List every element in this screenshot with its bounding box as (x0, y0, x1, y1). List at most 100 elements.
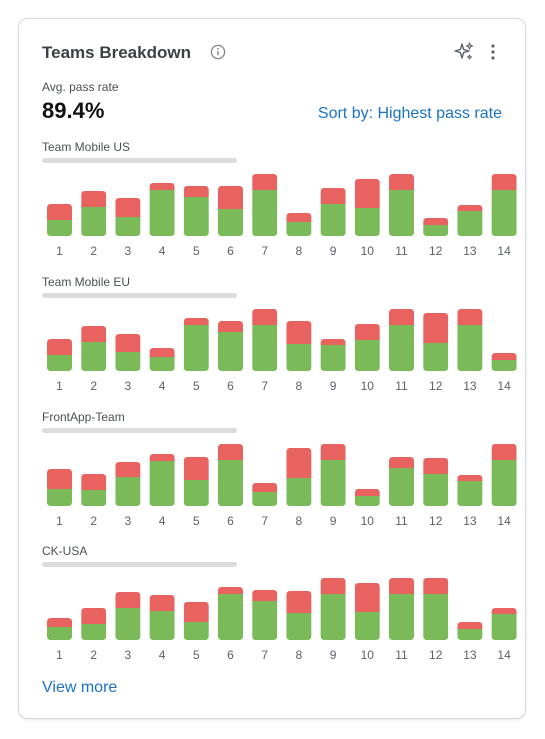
bar-fail-segment (389, 578, 414, 594)
bar-pass-segment (491, 360, 517, 371)
bar-1[interactable] (47, 204, 72, 236)
team-label: CK-USA (42, 544, 88, 558)
x-tick-label: 3 (125, 379, 132, 393)
bar-pass-segment (320, 594, 346, 640)
bar-13[interactable] (457, 309, 483, 371)
x-tick-label: 7 (261, 648, 268, 662)
bar-pass-segment (252, 492, 278, 506)
bar-pass-segment (389, 594, 414, 640)
bar-10[interactable] (354, 583, 380, 640)
info-icon[interactable] (210, 44, 226, 60)
bar-fail-segment (354, 583, 380, 612)
bar-pass-segment (320, 460, 346, 506)
team-chart-frontapp: 1 2 3 4 5 6 7 8 9 10 11 12 13 14 (47, 444, 517, 528)
bar-4[interactable] (149, 454, 175, 506)
x-tick-label: 8 (296, 514, 303, 528)
bar-10[interactable] (354, 324, 380, 371)
sparkle-icon[interactable] (453, 41, 475, 63)
bar-8[interactable] (286, 321, 312, 371)
bar-fail-segment (81, 191, 107, 207)
sort-by-link[interactable]: Sort by: Highest pass rate (317, 105, 502, 122)
bar-fail-segment (286, 448, 312, 478)
bar-14[interactable] (491, 444, 517, 506)
bar-13[interactable] (457, 622, 483, 640)
bar-fail-segment (149, 595, 175, 611)
x-tick-label: 1 (56, 514, 63, 528)
bar-2[interactable] (81, 191, 107, 236)
bar-14[interactable] (491, 174, 517, 236)
team-progress-track (42, 293, 237, 298)
bar-8[interactable] (286, 591, 312, 640)
bar-11[interactable] (389, 578, 414, 640)
bar-9[interactable] (320, 444, 346, 506)
bar-4[interactable] (149, 348, 175, 371)
kebab-menu-icon[interactable] (489, 43, 497, 61)
bar-6[interactable] (218, 444, 243, 506)
bar-3[interactable] (115, 592, 141, 640)
bar-pass-segment (218, 460, 243, 506)
bar-12[interactable] (423, 578, 449, 640)
bar-pass-segment (423, 225, 449, 236)
bar-11[interactable] (389, 309, 414, 371)
bar-12[interactable] (423, 218, 449, 236)
x-tick-label: 1 (56, 648, 63, 662)
bar-pass-segment (457, 211, 483, 236)
bar-fail-segment (286, 213, 312, 222)
bar-10[interactable] (354, 179, 380, 236)
bar-14[interactable] (491, 608, 517, 640)
bar-1[interactable] (47, 618, 72, 640)
bar-7[interactable] (252, 483, 278, 506)
bar-2[interactable] (81, 608, 107, 640)
bar-7[interactable] (252, 174, 278, 236)
bar-12[interactable] (423, 313, 449, 371)
bar-6[interactable] (218, 321, 243, 371)
x-tick-label: 14 (497, 648, 511, 662)
bar-11[interactable] (389, 457, 414, 506)
bar-4[interactable] (149, 183, 175, 236)
bar-fail-segment (491, 353, 517, 360)
bar-5[interactable] (183, 602, 209, 640)
x-tick-label: 1 (56, 379, 63, 393)
bar-2[interactable] (81, 326, 107, 371)
bar-pass-segment (423, 474, 449, 506)
bar-13[interactable] (457, 475, 483, 506)
bar-11[interactable] (389, 174, 414, 236)
x-tick-label: 8 (296, 648, 303, 662)
bar-9[interactable] (320, 578, 346, 640)
bar-pass-segment (354, 612, 380, 640)
x-tick-label: 2 (90, 379, 97, 393)
bar-4[interactable] (149, 595, 175, 640)
bar-7[interactable] (252, 590, 278, 640)
bar-5[interactable] (183, 457, 209, 506)
bar-5[interactable] (183, 186, 209, 236)
bar-9[interactable] (320, 339, 346, 371)
bar-1[interactable] (47, 339, 72, 371)
bar-fail-segment (491, 444, 517, 460)
bar-8[interactable] (286, 213, 312, 236)
bar-3[interactable] (115, 462, 141, 506)
x-tick-label: 4 (159, 379, 166, 393)
bar-1[interactable] (47, 469, 72, 506)
bar-7[interactable] (252, 309, 278, 371)
bar-10[interactable] (354, 489, 380, 506)
bar-12[interactable] (423, 458, 449, 506)
bar-fail-segment (457, 309, 483, 325)
x-tick-label: 3 (125, 244, 132, 258)
bar-8[interactable] (286, 448, 312, 506)
x-tick-label: 3 (125, 514, 132, 528)
bar-6[interactable] (218, 186, 243, 236)
bar-9[interactable] (320, 188, 346, 236)
bar-13[interactable] (457, 205, 483, 236)
bar-5[interactable] (183, 318, 209, 371)
bar-6[interactable] (218, 587, 243, 640)
bar-3[interactable] (115, 334, 141, 371)
team-label: FrontApp-Team (42, 410, 125, 424)
bar-3[interactable] (115, 198, 141, 236)
bar-14[interactable] (491, 353, 517, 371)
bar-pass-segment (183, 622, 209, 640)
x-tick-label: 12 (429, 379, 443, 393)
bar-pass-segment (252, 190, 278, 236)
bar-2[interactable] (81, 474, 107, 506)
bar-pass-segment (183, 325, 209, 371)
view-more-link[interactable]: View more (42, 679, 118, 696)
